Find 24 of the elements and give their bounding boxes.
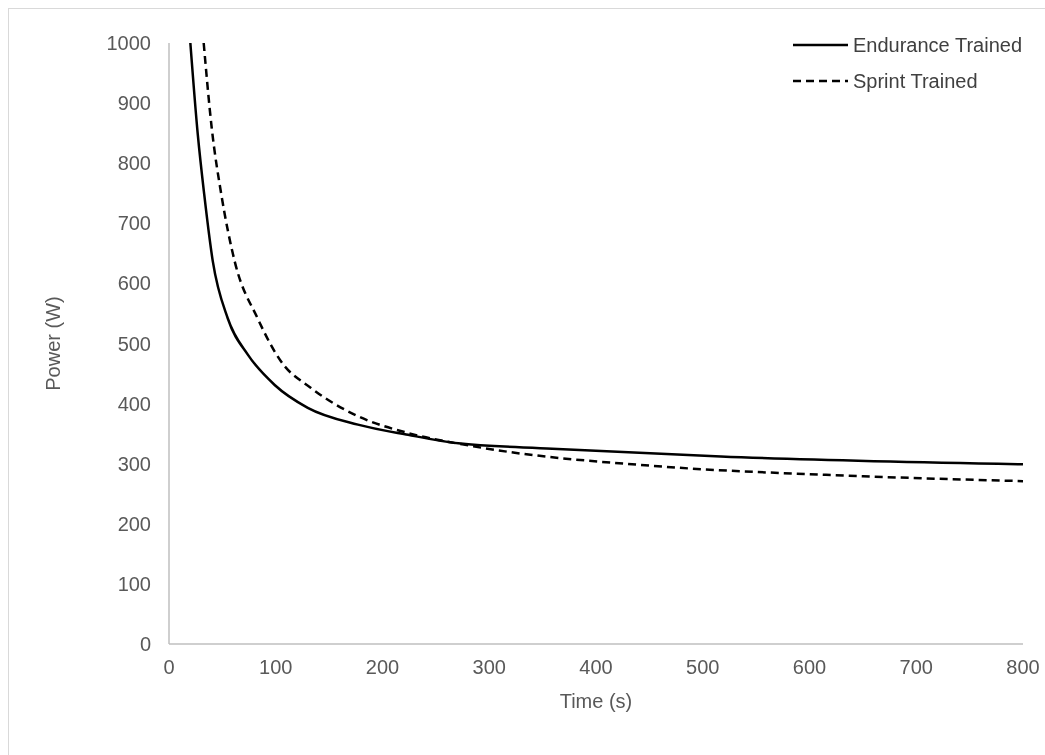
x-tick-label: 400 [579, 656, 613, 678]
y-tick-label: 800 [117, 152, 151, 175]
x-tick-label: 600 [792, 656, 827, 678]
y-tick-label: 700 [117, 212, 151, 235]
y-tick-label: 100 [117, 572, 151, 595]
y-tick-label: 900 [117, 92, 151, 115]
x-tick-label: 500 [686, 656, 720, 678]
y-tick-label: 1000 [106, 32, 151, 54]
x-tick-label: 100 [259, 656, 293, 678]
y-tick-label: 300 [117, 452, 151, 475]
x-tick-label: 700 [899, 656, 933, 678]
y-tick-label: 400 [117, 392, 151, 415]
x-tick-label: 800 [1006, 656, 1040, 678]
x-axis-title: Time (s) [559, 690, 633, 712]
y-tick-label: 200 [117, 512, 151, 535]
y-tick-label: 600 [117, 272, 151, 295]
x-tick-label: 200 [365, 656, 400, 678]
x-tick-label: 300 [472, 656, 506, 678]
y-tick-label: 500 [117, 332, 151, 355]
legend-label: Endurance Trained [853, 34, 1023, 56]
y-tick-label: 0 [139, 633, 151, 655]
y-axis-title: Power (W) [42, 296, 64, 391]
legend-label: Sprint Trained [853, 70, 978, 92]
x-tick-label: 0 [163, 656, 175, 678]
